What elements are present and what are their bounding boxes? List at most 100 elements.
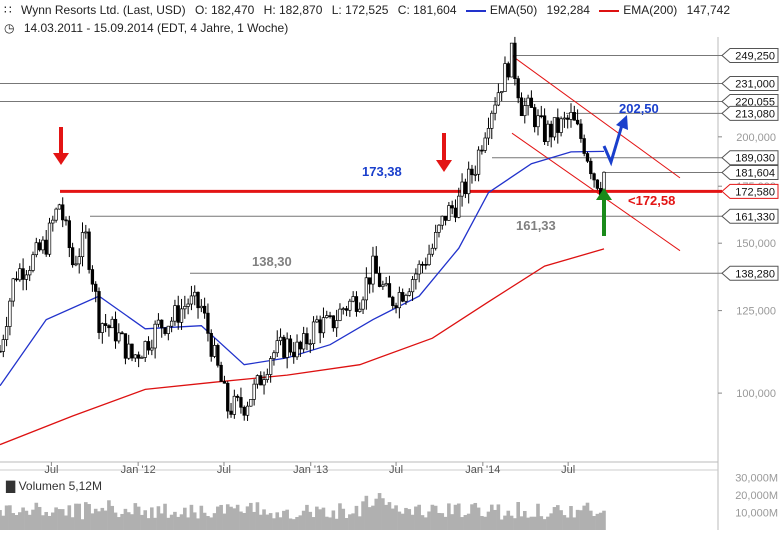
volume-bar: [242, 512, 247, 530]
candle: [146, 336, 151, 355]
candle-body: [473, 173, 477, 176]
volume-bar: [123, 508, 128, 530]
volume-bar: [503, 515, 507, 530]
candle: [490, 110, 494, 140]
volume-bar: [582, 505, 586, 530]
volume-bar: [394, 505, 398, 530]
candle-body: [526, 97, 530, 106]
candle-body: [394, 305, 398, 309]
candle: [440, 215, 444, 230]
volume-bar: [315, 506, 319, 530]
y-tick-label: 100,000: [736, 388, 776, 400]
candle: [173, 299, 177, 326]
volume-bar: [47, 515, 52, 530]
candle-body: [377, 272, 382, 287]
volume-bar: [423, 517, 428, 530]
candle-body: [480, 149, 484, 152]
candle-body: [341, 308, 345, 310]
candle-body: [292, 351, 296, 358]
candle: [183, 295, 187, 319]
volume-bar: [400, 513, 405, 530]
candle-body: [117, 332, 121, 342]
candle: [523, 97, 527, 124]
volume-bar: [288, 518, 293, 530]
volume-bar: [397, 511, 402, 530]
candle: [160, 319, 164, 338]
volume-bar: [77, 503, 82, 530]
candle-body: [47, 222, 52, 255]
volume-bar: [519, 516, 524, 530]
candle-body: [358, 308, 362, 312]
candle: [447, 202, 451, 221]
candle-body: [467, 168, 471, 195]
volume-bar: [483, 516, 487, 530]
volume-bar: [8, 505, 12, 530]
chart-annotation-label: 138,30: [252, 254, 292, 269]
candle: [298, 340, 302, 357]
candle-body: [262, 379, 266, 386]
candle: [4, 316, 9, 347]
volume-bar: [351, 513, 355, 530]
candle: [575, 109, 580, 126]
candle: [87, 228, 91, 274]
volume-bar: [536, 503, 540, 530]
volume-bar: [186, 517, 190, 530]
volume-bar: [0, 510, 2, 530]
candle-body: [348, 300, 352, 311]
volume-bar: [176, 516, 181, 530]
candle: [371, 246, 375, 293]
candle: [354, 291, 359, 317]
volume-bar: [60, 509, 65, 530]
price-tag-box: [721, 208, 779, 224]
chart-icon: ∷: [4, 3, 12, 17]
volume-bar: [427, 511, 431, 530]
candle: [305, 327, 309, 351]
candle-body: [364, 277, 369, 301]
candle: [24, 270, 29, 291]
candle: [206, 303, 210, 342]
volume-bar: [37, 506, 42, 530]
candle-body: [252, 383, 256, 400]
candle: [566, 114, 570, 129]
candle-body: [368, 277, 372, 285]
volume-bar: [235, 504, 240, 530]
volume-bar: [559, 510, 563, 530]
candle-body: [90, 269, 95, 285]
candle: [374, 246, 378, 274]
candle-body: [308, 343, 312, 346]
volume-bar: [18, 512, 22, 530]
candle: [328, 311, 332, 319]
candle: [163, 327, 167, 336]
candle-body: [268, 358, 273, 375]
candle: [74, 255, 78, 267]
candle-body: [460, 181, 464, 197]
candle: [473, 165, 477, 182]
candle: [259, 371, 263, 386]
candle-body: [87, 231, 91, 270]
volume-bar: [344, 518, 349, 530]
candle: [67, 215, 71, 258]
candle-body: [44, 239, 48, 255]
candle: [453, 199, 458, 223]
candle: [153, 320, 157, 359]
candle-body: [315, 319, 319, 323]
candle-body: [232, 395, 236, 415]
candle-body: [163, 327, 167, 334]
volume-bar: [80, 519, 85, 530]
candle: [321, 307, 326, 338]
candle-body: [41, 239, 45, 251]
candle: [559, 116, 563, 137]
candle: [529, 90, 534, 108]
volume-bar: [460, 517, 464, 530]
volume-bar: [179, 514, 184, 530]
x-tick-label: Jul: [217, 464, 231, 476]
volume-bar: [64, 515, 68, 530]
candle-body: [186, 303, 190, 307]
candle: [397, 286, 402, 319]
candle-body: [401, 292, 405, 302]
candle-body: [272, 352, 276, 359]
candle: [368, 277, 372, 294]
volume-bar: [1, 515, 6, 530]
volume-bar: [143, 510, 148, 530]
volume-bar: [532, 516, 537, 530]
